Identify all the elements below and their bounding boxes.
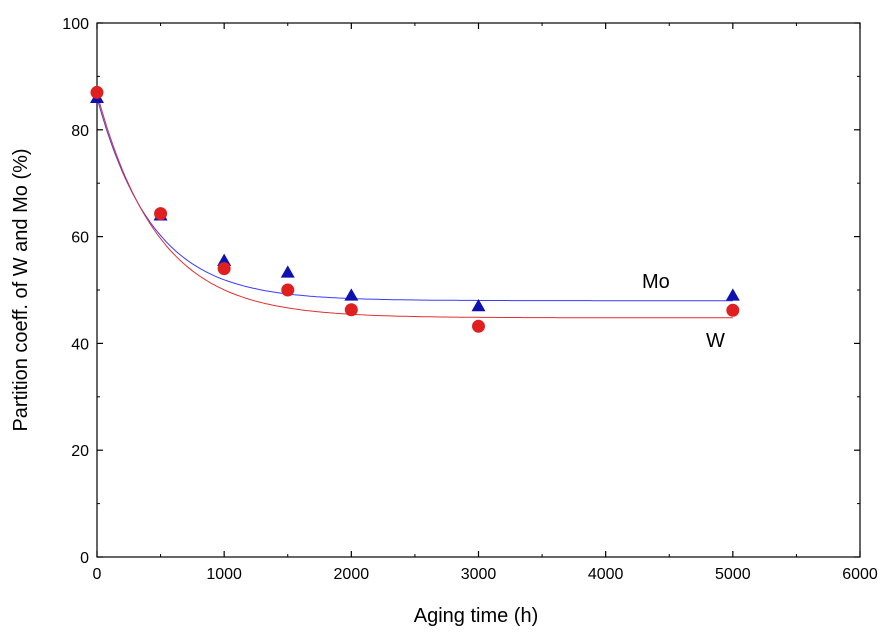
marker-w [281,283,295,297]
plot-frame [96,22,861,558]
x-tick-label: 6000 [842,566,878,583]
y-axis: 0 20 40 60 80 100 [62,16,860,567]
x-axis: 0 1000 2000 3000 4000 5000 6000 [93,23,878,583]
series-label-mo: Mo [642,271,670,293]
marker-mo [217,253,232,266]
marker-w [90,85,104,99]
y-tick-label: 40 [71,336,89,353]
x-tick-label: 4000 [588,566,624,583]
plot-border [96,22,861,558]
marker-w [472,319,485,333]
x-tick-label: 3000 [461,566,497,583]
y-tick-label: 0 [80,550,89,567]
y-axis-title: Partition coeff. of W and Mo (%) [10,148,32,431]
x-tick-label: 2000 [334,566,370,583]
y-tick-label: 20 [71,443,89,460]
marker-w [344,303,358,317]
x-axis-title: Aging time (h) [414,605,539,627]
marker-w [154,207,168,221]
fit-curve-w [96,93,733,319]
series-label-w: W [706,330,725,352]
x-tick-label: 0 [93,566,102,583]
data-markers [90,85,740,333]
y-tick-label: 80 [71,123,89,140]
marker-mo [725,288,740,301]
x-tick-label: 1000 [206,566,242,583]
x-tick-label: 5000 [715,566,751,583]
marker-mo [344,288,359,301]
marker-mo [280,265,295,278]
marker-w [217,262,231,276]
marker-w [726,303,740,317]
y-tick-label: 60 [71,230,89,247]
fit-curve-mo [96,97,733,302]
marker-mo [471,299,486,312]
fit-curves [96,93,733,319]
y-tick-label: 100 [62,16,89,33]
